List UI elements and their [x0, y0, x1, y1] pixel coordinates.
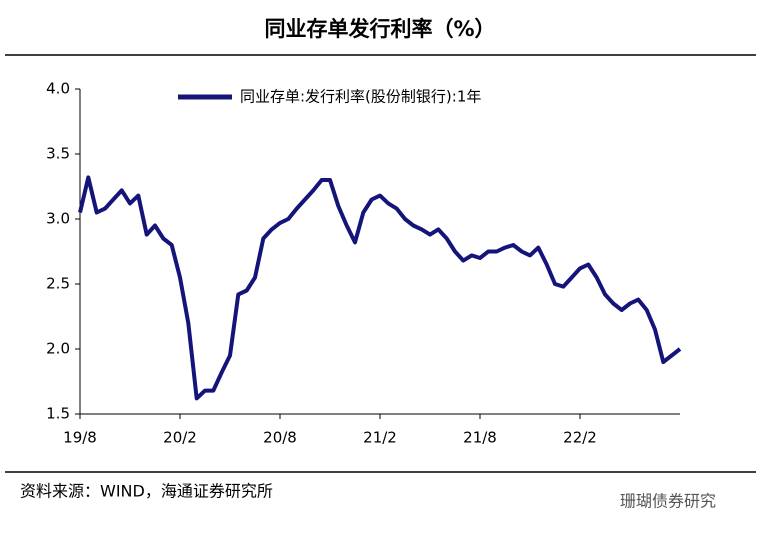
x-tick-label: 20/8 — [263, 429, 297, 447]
x-tick-label: 21/2 — [363, 429, 397, 447]
chart-title: 同业存单发行利率（%） — [264, 17, 495, 41]
source: 资料来源：WIND，海通证券研究所 — [20, 482, 273, 501]
x-tick-label: 22/2 — [563, 429, 597, 447]
x-tick-label: 19/8 — [63, 429, 97, 447]
y-tick-label: 2.5 — [46, 275, 70, 293]
legend-label: 同业存单:发行利率(股份制银行):1年 — [240, 88, 481, 106]
watermark: 珊瑚债券研究 — [620, 492, 716, 511]
y-tick-label: 1.5 — [46, 405, 70, 423]
y-tick-label: 4.0 — [46, 80, 70, 98]
y-tick-label: 2.0 — [46, 340, 70, 358]
y-tick-label: 3.0 — [46, 210, 70, 228]
x-tick-label: 21/8 — [463, 429, 497, 447]
x-tick-label: 20/2 — [163, 429, 197, 447]
y-tick-label: 3.5 — [46, 145, 70, 163]
series-line — [78, 175, 682, 401]
